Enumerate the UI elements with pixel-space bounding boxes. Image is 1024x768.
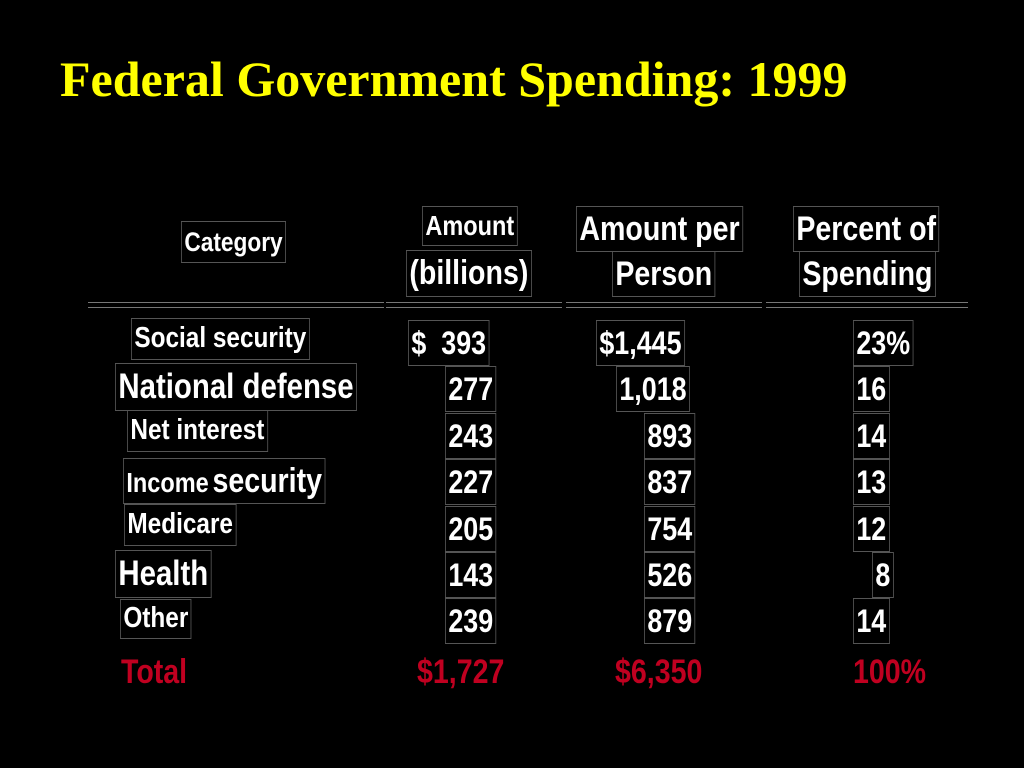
per-person-social-security: $1,445 <box>596 320 685 366</box>
percent-health: 8 <box>872 552 894 598</box>
header-per-person-line2: Person <box>612 251 716 297</box>
category-net-interest: Net interest <box>127 410 268 452</box>
amount-other: 239 <box>445 598 497 644</box>
header-rule-category <box>88 302 384 308</box>
category-health: Health <box>115 550 212 598</box>
amount-income-security: 227 <box>445 459 497 505</box>
per-person-income-security: 837 <box>644 459 696 505</box>
header-category: Category <box>181 221 287 263</box>
category-social-security: Social security <box>131 318 310 360</box>
amount-social-security: $ 393 <box>408 320 490 366</box>
header-rule-amount <box>386 302 562 308</box>
header-amount-line1: Amount <box>422 206 518 246</box>
slide-title: Federal Government Spending: 1999 <box>60 51 848 107</box>
per-person-other: 879 <box>644 598 696 644</box>
percent-national-defense: 16 <box>853 366 890 412</box>
amount-medicare: 205 <box>445 506 497 552</box>
category-medicare: Medicare <box>124 504 237 546</box>
total-label: Total <box>121 653 188 691</box>
total-amount: $1,727 <box>417 653 505 691</box>
total-percent: 100% <box>853 653 927 691</box>
header-per-person-line1: Amount per <box>576 206 743 252</box>
header-amount-line2: (billions) <box>406 250 532 297</box>
percent-other: 14 <box>853 598 890 644</box>
header-rule-per-person <box>566 302 762 308</box>
header-percent-line2: Spending <box>799 251 936 297</box>
per-person-health: 526 <box>644 552 696 598</box>
category-income-security: Income security <box>123 458 326 504</box>
percent-net-interest: 14 <box>853 413 890 459</box>
percent-medicare: 12 <box>853 506 890 552</box>
header-rule-percent <box>766 302 968 308</box>
percent-social-security: 23% <box>853 320 914 366</box>
per-person-medicare: 754 <box>644 506 696 552</box>
per-person-national-defense: 1,018 <box>616 366 690 412</box>
per-person-net-interest: 893 <box>644 413 696 459</box>
category-national-defense: National defense <box>115 363 357 411</box>
total-per-person: $6,350 <box>615 653 703 691</box>
amount-health: 143 <box>445 552 497 598</box>
percent-income-security: 13 <box>853 459 890 505</box>
header-percent-line1: Percent of <box>793 206 940 252</box>
category-other: Other <box>120 599 192 639</box>
amount-net-interest: 243 <box>445 413 497 459</box>
amount-national-defense: 277 <box>445 366 497 412</box>
